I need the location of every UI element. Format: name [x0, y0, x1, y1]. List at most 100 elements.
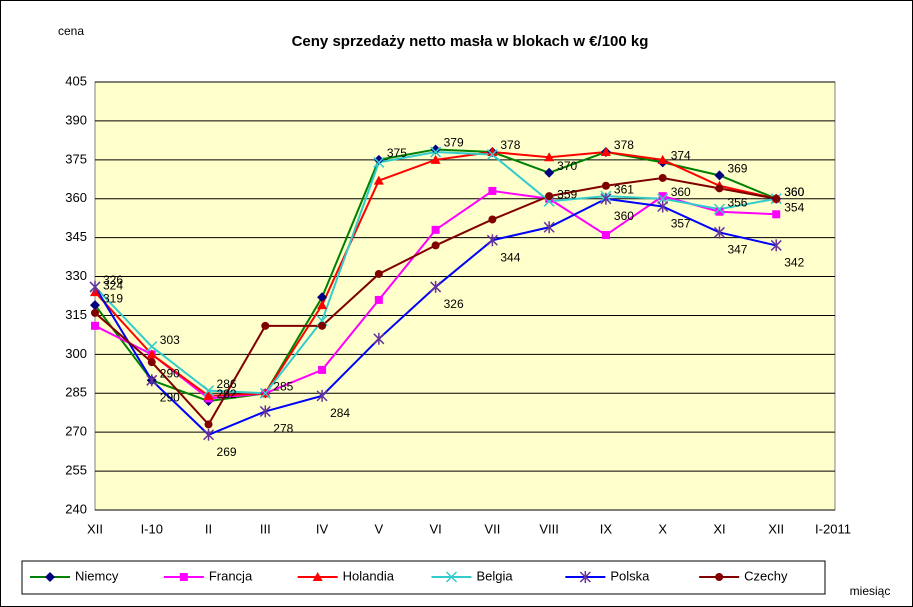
y-tick-label: 315: [65, 307, 87, 322]
point: [713, 226, 725, 239]
point: [317, 292, 328, 303]
point: [373, 175, 384, 185]
point: [318, 365, 327, 374]
point: [772, 194, 781, 203]
point: [430, 144, 441, 155]
point: [770, 239, 782, 252]
point: [259, 387, 271, 399]
plot-area: [94, 81, 836, 511]
point: [431, 225, 440, 234]
data-label: 319: [103, 291, 123, 305]
data-label: 269: [217, 445, 237, 459]
data-label: 361: [614, 182, 634, 196]
point: [657, 154, 668, 164]
x-tick-label: VII: [484, 521, 500, 536]
data-label: 284: [330, 406, 350, 420]
point: [204, 420, 213, 429]
legend-label: Francja: [209, 568, 253, 583]
data-label: 370: [557, 159, 577, 173]
data-label: 278: [273, 422, 293, 436]
x-axis-label: miesiąc: [850, 584, 891, 598]
point: [488, 186, 497, 195]
point: [600, 147, 611, 157]
point: [486, 149, 498, 161]
data-label: 282: [217, 387, 237, 401]
point: [316, 389, 328, 402]
data-label: 360: [614, 209, 634, 223]
y-tick-label: 375: [65, 151, 87, 166]
point: [374, 295, 383, 304]
point: [715, 207, 724, 216]
point: [203, 428, 215, 441]
point: [431, 241, 440, 250]
y-tick-label: 330: [65, 268, 87, 283]
point: [91, 308, 99, 317]
data-label: 285: [273, 379, 293, 393]
x-tick-label: XII: [768, 521, 784, 536]
data-label: 347: [727, 243, 747, 257]
point: [373, 332, 385, 345]
x-tick-label: I-10: [141, 521, 163, 536]
point: [715, 184, 724, 193]
point: [90, 300, 100, 311]
point: [318, 321, 327, 330]
legend: [21, 560, 826, 595]
y-tick-label: 345: [65, 229, 87, 244]
legend-marker: [312, 572, 323, 581]
legend-label: Holandia: [343, 568, 395, 583]
x-tick-label: XI: [713, 521, 725, 536]
legend-label: Czechy: [744, 568, 788, 583]
data-label: 324: [103, 278, 123, 292]
point: [203, 385, 215, 397]
point: [146, 341, 158, 353]
point: [601, 181, 610, 190]
data-label: 342: [784, 256, 804, 270]
data-label: 326: [444, 297, 464, 311]
legend-marker: [45, 572, 55, 582]
x-tick-label: V: [375, 521, 384, 536]
data-label: 286: [217, 377, 237, 391]
x-tick-label: VI: [429, 521, 441, 536]
point: [317, 300, 328, 310]
point: [259, 405, 271, 418]
data-label: 369: [727, 162, 747, 176]
x-tick-label: III: [260, 521, 271, 536]
x-tick-label: X: [658, 521, 667, 536]
data-label: 357: [671, 217, 691, 231]
data-label: 379: [444, 136, 464, 150]
legend-label: Polska: [610, 568, 650, 583]
point: [374, 269, 383, 278]
data-label: 360: [671, 185, 691, 199]
y-axis-label: cena: [58, 24, 84, 38]
data-label: 375: [387, 146, 407, 160]
point: [373, 154, 384, 165]
point: [146, 374, 158, 387]
point: [657, 200, 669, 213]
point: [544, 167, 555, 178]
y-tick-label: 240: [65, 501, 87, 516]
point: [658, 173, 667, 182]
y-tick-label: 285: [65, 385, 87, 400]
y-tick-label: 300: [65, 346, 87, 361]
data-label: 360: [784, 185, 804, 199]
x-tick-label: IX: [600, 521, 613, 536]
point: [203, 390, 214, 400]
data-label: 326: [103, 273, 123, 287]
legend-marker: [179, 573, 188, 581]
point: [600, 192, 612, 205]
point: [91, 321, 99, 330]
point: [545, 192, 554, 201]
point: [657, 193, 669, 205]
point: [430, 154, 441, 164]
chart-title: Ceny sprzedaży netto masła w blokach w €…: [292, 33, 649, 50]
data-label: 360: [784, 185, 804, 199]
point: [261, 321, 270, 330]
data-label: 344: [500, 250, 520, 264]
point: [601, 231, 610, 240]
point: [430, 280, 442, 293]
y-tick-label: 360: [65, 190, 87, 205]
legend-marker: [579, 571, 591, 583]
data-label: 303: [160, 333, 180, 347]
y-tick-label: 270: [65, 424, 87, 439]
